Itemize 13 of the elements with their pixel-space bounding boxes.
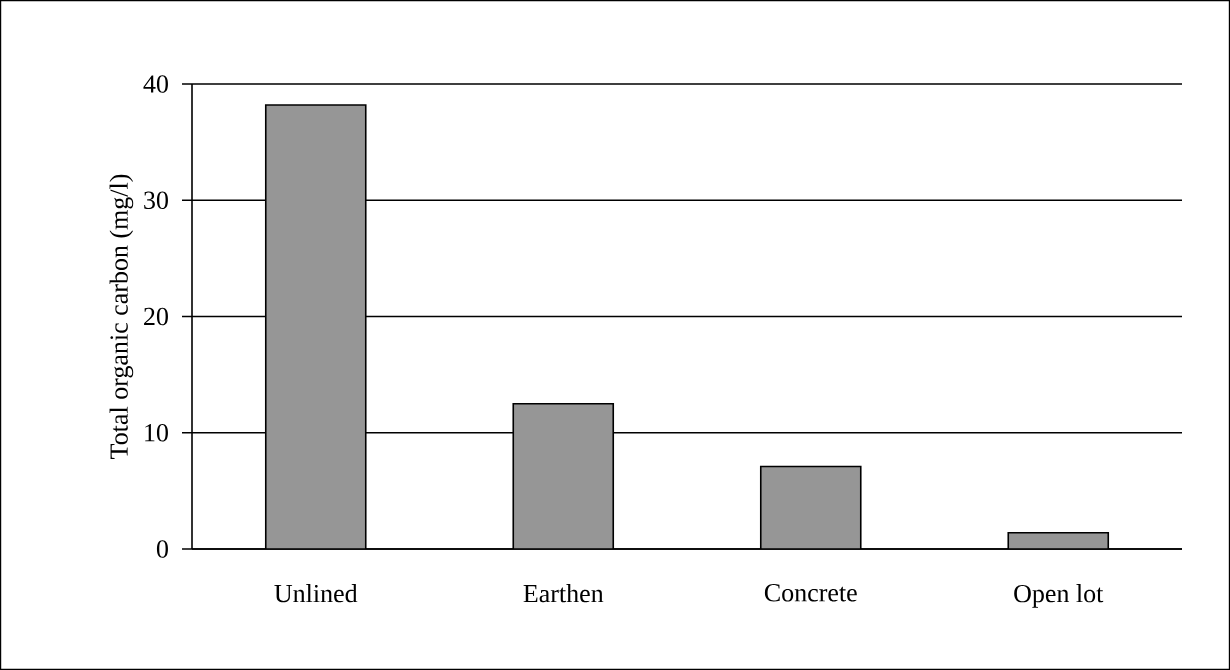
y-tick-label: 0 (156, 540, 168, 558)
x-tick-label: Open lot (1014, 584, 1104, 608)
bar (759, 465, 862, 549)
bar (264, 104, 367, 549)
x-tick-label: Unlined (274, 584, 358, 603)
y-tick-label: 40 (143, 75, 168, 93)
y-tick-label: 20 (144, 307, 168, 326)
x-tick-label: Earthen (523, 584, 604, 603)
bar (512, 402, 615, 549)
x-tick-label: Concrete (764, 584, 857, 602)
y-axis-title: Total organic carbon (mg/l) (109, 174, 134, 459)
y-tick-label: 30 (144, 191, 168, 210)
y-tick-label: 10 (145, 423, 168, 442)
